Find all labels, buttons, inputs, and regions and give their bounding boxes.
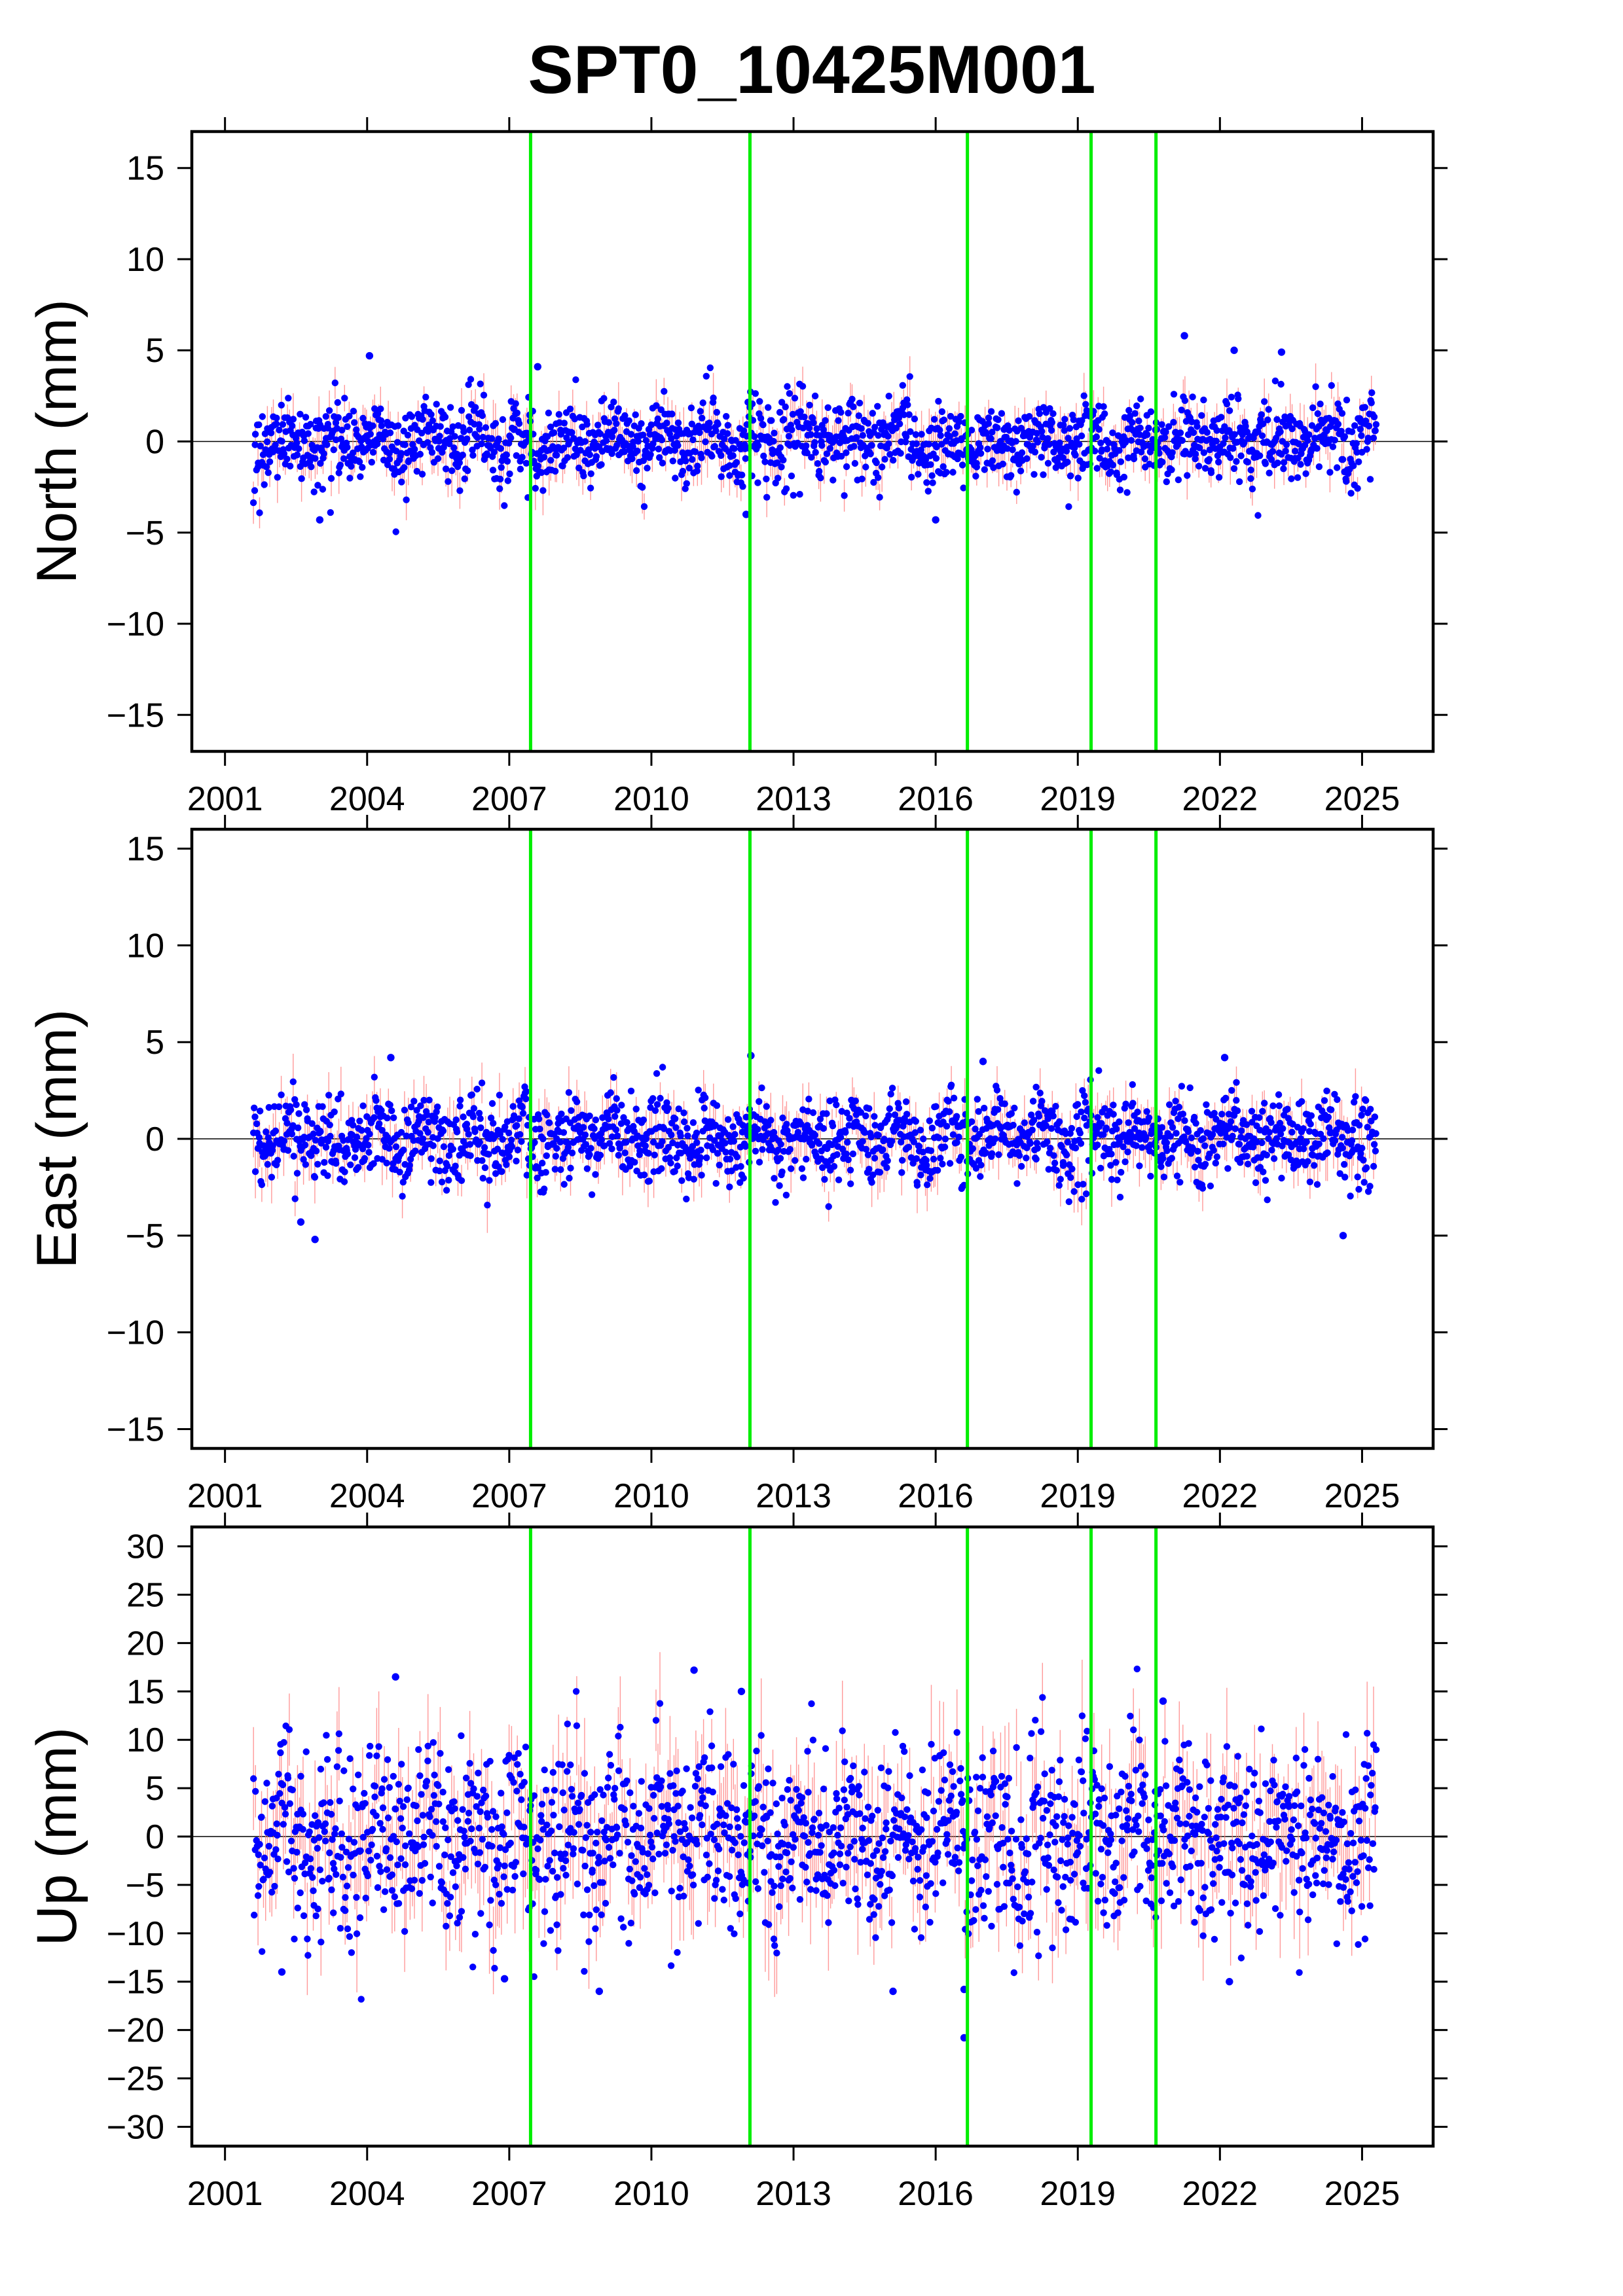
panel-2: 2001 2004 2007 2010 2013 2016 2019 2022 2025 −15 −…	[26, 815, 1448, 1515]
y-tick-label: 0	[145, 1121, 164, 1158]
y-tick-label: 0	[145, 1818, 164, 1856]
x-tick-label: 2013	[756, 780, 831, 818]
y-tick-label: −15	[107, 1964, 164, 2001]
panel-3: 2001 2004 2007 2010 2013 2016 2019 2022 2025−30−…	[26, 1513, 1448, 2213]
outlier-point-8	[1226, 1978, 1233, 1986]
chart-title: SPT0_10425M001	[528, 32, 1095, 108]
x-tick-label: 2007	[471, 1477, 547, 1515]
plot-area	[192, 829, 1433, 1448]
x-tick-label: 2016	[898, 2175, 974, 2213]
y-tick-label: −5	[126, 514, 164, 552]
outlier-point-3	[1220, 1054, 1229, 1062]
outlier-point-6	[316, 516, 324, 524]
outlier-point-4	[979, 1058, 987, 1066]
x-tick-label: 2010	[613, 2175, 689, 2213]
x-tick-label: 2019	[1040, 1477, 1116, 1515]
y-tick-label: −5	[126, 1217, 164, 1255]
x-tick-label: 2025	[1324, 2175, 1400, 2213]
panel-1: 2001 2004 2007 2010 2013 2016 2019 2022 2025 −15 −…	[26, 117, 1448, 818]
y-axis-label: Up (mm)	[26, 1727, 88, 1946]
y-tick-label: −20	[107, 2012, 164, 2050]
outlier-point-3	[737, 1687, 746, 1695]
outlier-point-7	[297, 1218, 305, 1226]
y-tick-label: 5	[145, 332, 164, 370]
x-tick-label: 2022	[1182, 1477, 1258, 1515]
x-tick-label: 2016	[898, 780, 974, 818]
x-tick-label: 2025	[1324, 780, 1400, 818]
y-tick-label: −10	[107, 605, 164, 643]
data-point-path	[250, 1665, 1380, 2003]
plot-area	[192, 132, 1433, 751]
y-tick-label: 0	[145, 423, 164, 461]
x-tick-label: 2001	[187, 1477, 263, 1515]
y-tick-label: −5	[126, 1867, 164, 1905]
x-tick-label: 2022	[1182, 2175, 1258, 2213]
x-tick-label: 2004	[329, 1477, 405, 1515]
data-point-path	[249, 364, 1380, 535]
x-tick-label: 2025	[1324, 1477, 1400, 1515]
panels: 2001 2004 2007 2010 2013 2016 2019 2022 2025−15−…	[26, 117, 1448, 2213]
y-tick-label: −25	[107, 2060, 164, 2098]
y-tick-label: 10	[126, 927, 164, 965]
x-tick-label: 2013	[756, 1477, 831, 1515]
x-tick-label: 2019	[1040, 780, 1116, 818]
outlier-point-6	[889, 1987, 897, 1996]
x-tick-label: 2007	[471, 2175, 547, 2213]
outlier-point-6	[1339, 1232, 1347, 1240]
x-tick-label: 2010	[613, 1477, 689, 1515]
outlier-point-5	[1277, 348, 1286, 356]
outlier-point-10	[500, 1975, 509, 1982]
data-points	[250, 1665, 1380, 2003]
y-tick-label: 5	[145, 1770, 164, 1808]
x-tick-label: 2001	[187, 780, 263, 818]
y-tick-label: −30	[107, 2108, 164, 2146]
outlier-point-1	[392, 1673, 399, 1681]
x-tick-label: 2004	[329, 780, 405, 818]
y-tick-label: 5	[145, 1024, 164, 1062]
outlier-point-1	[365, 351, 374, 360]
outlier-point-11	[1159, 1697, 1167, 1705]
y-tick-label: 20	[126, 1624, 164, 1662]
x-tick-label: 2016	[898, 1477, 974, 1515]
outlier-point-1	[387, 1054, 395, 1062]
x-tick-label: 2001	[187, 2175, 263, 2213]
y-tick-label: −10	[107, 1314, 164, 1352]
outlier-point-4	[1230, 346, 1238, 354]
y-tick-label: −10	[107, 1915, 164, 1953]
x-tick-label: 2013	[756, 2175, 831, 2213]
y-tick-label: 15	[126, 150, 164, 188]
y-tick-label: 30	[126, 1528, 164, 1566]
outlier-point-3	[1180, 332, 1188, 340]
outlier-point-2	[690, 1666, 698, 1674]
y-tick-label: 25	[126, 1576, 164, 1614]
y-tick-label: −15	[107, 696, 164, 734]
y-tick-label: 15	[126, 1673, 164, 1711]
outlier-point-5	[311, 1236, 319, 1244]
y-axis-label: North (mm)	[26, 299, 88, 584]
x-tick-label: 2004	[329, 2175, 405, 2213]
plot-area	[192, 1527, 1433, 2146]
data-points	[250, 1064, 1379, 1210]
outlier-point-9	[278, 1968, 286, 1976]
data-points	[249, 364, 1380, 535]
x-tick-label: 2007	[471, 780, 547, 818]
x-tick-label: 2010	[613, 780, 689, 818]
y-tick-label: −15	[107, 1410, 164, 1448]
outlier-point-7	[932, 516, 939, 524]
outlier-point-7	[595, 1987, 604, 1996]
data-point-path	[250, 1064, 1379, 1210]
x-tick-label: 2022	[1182, 780, 1258, 818]
outlier-point-8	[742, 511, 750, 518]
y-tick-label: 10	[126, 1721, 164, 1759]
y-tick-label: 15	[126, 831, 164, 869]
y-tick-label: 10	[126, 241, 164, 279]
y-axis-label: East (mm)	[26, 1009, 88, 1269]
outlier-point-2	[534, 363, 541, 371]
x-tick-label: 2019	[1040, 2175, 1116, 2213]
